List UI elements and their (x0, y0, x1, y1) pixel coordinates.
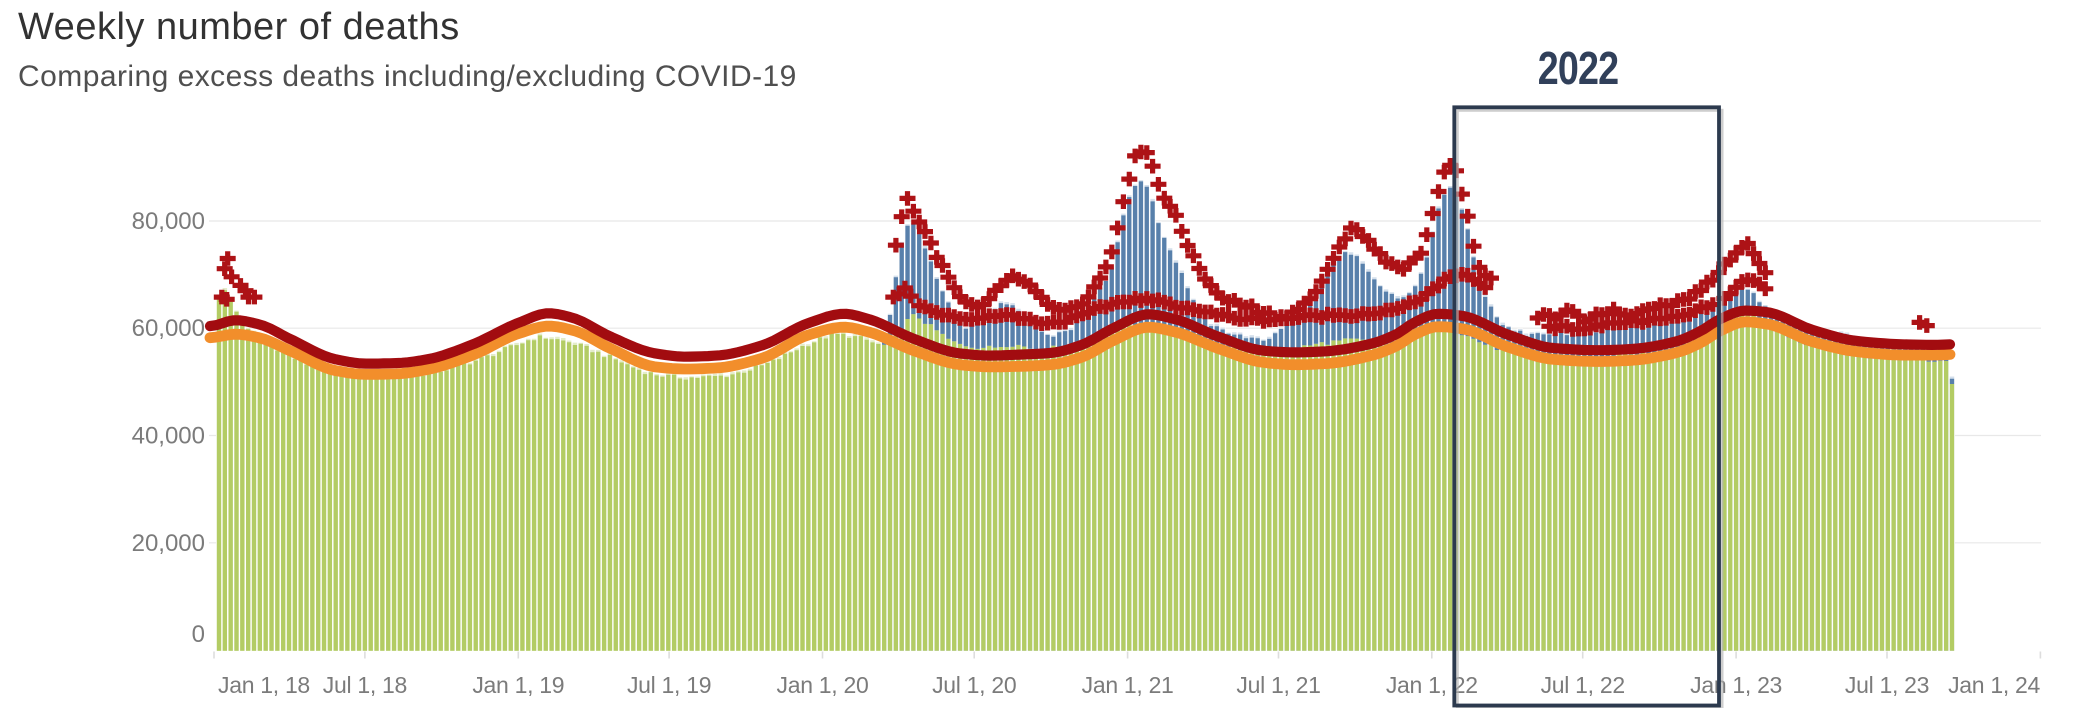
svg-text:Jul 1, 19: Jul 1, 19 (627, 672, 711, 698)
svg-text:Comparing excess deaths includ: Comparing excess deaths including/exclud… (18, 60, 797, 93)
svg-text:Jul 1, 18: Jul 1, 18 (323, 672, 407, 698)
svg-text:Jan 1, 20: Jan 1, 20 (777, 672, 869, 698)
svg-text:Jan 1, 19: Jan 1, 19 (472, 672, 564, 698)
svg-text:Jan 1, 21: Jan 1, 21 (1082, 672, 1174, 698)
svg-text:Jan 1, 24: Jan 1, 24 (1948, 672, 2040, 698)
svg-text:Jul 1, 20: Jul 1, 20 (932, 672, 1016, 698)
svg-text:Jan 1, 23: Jan 1, 23 (1690, 672, 1782, 698)
svg-text:Weekly number of deaths: Weekly number of deaths (18, 6, 460, 48)
svg-text:40,000: 40,000 (132, 423, 205, 450)
svg-text:2022: 2022 (1538, 42, 1619, 93)
svg-text:20,000: 20,000 (132, 530, 205, 557)
svg-text:Jan 1, 22: Jan 1, 22 (1386, 672, 1478, 698)
svg-text:Jul 1, 23: Jul 1, 23 (1845, 672, 1929, 698)
svg-text:Jul 1, 22: Jul 1, 22 (1541, 672, 1625, 698)
svg-text:Jul 1, 21: Jul 1, 21 (1236, 672, 1320, 698)
svg-text:0: 0 (192, 621, 205, 648)
svg-text:60,000: 60,000 (132, 315, 205, 342)
svg-text:Jan 1, 18: Jan 1, 18 (218, 672, 310, 698)
svg-text:80,000: 80,000 (132, 208, 205, 235)
